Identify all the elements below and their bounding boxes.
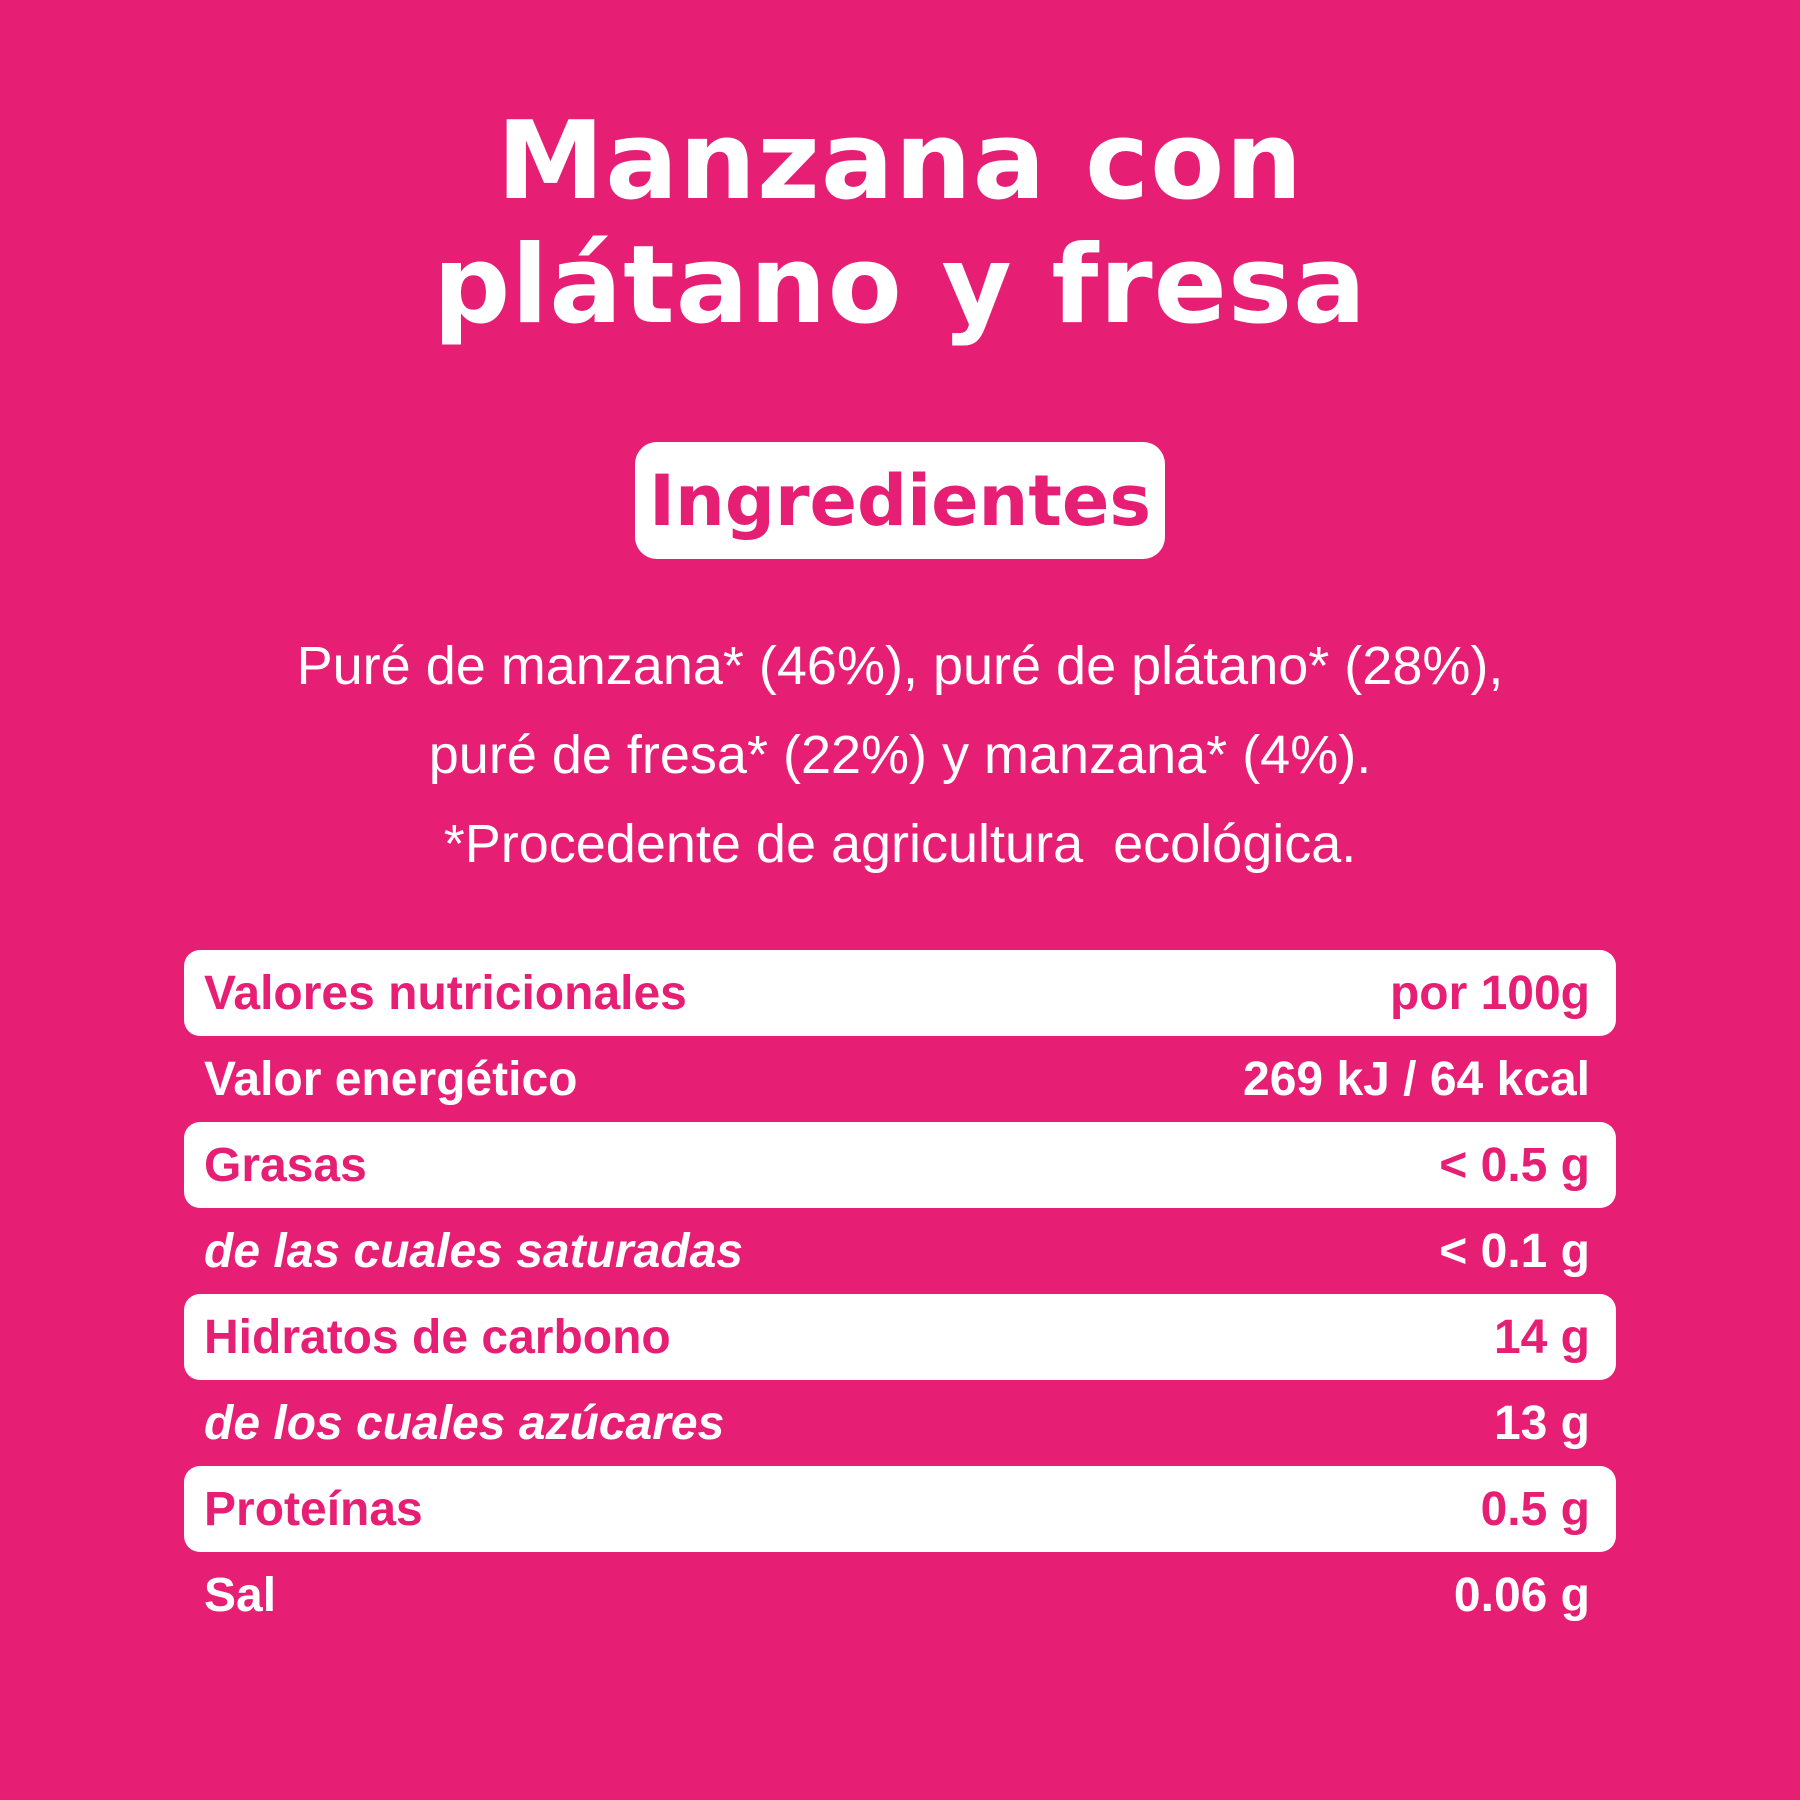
row-value: < 0.5 g [1439,1138,1590,1192]
row-label: Proteínas [204,1482,423,1536]
ingredients-text: Puré de manzana* (46%), puré de plátano*… [0,622,1800,889]
row-value: 0.06 g [1453,1568,1590,1622]
row-label: de las cuales saturadas [204,1224,743,1278]
row-value: 0.5 g [1480,1482,1590,1536]
nutrition-table: Valores nutricionales por 100g Valor ener… [184,950,1616,1638]
nutrition-row-saturated: de las cuales saturadas < 0.1 g [184,1208,1616,1294]
nutrition-row-salt: Sal 0.06 g [184,1552,1616,1638]
row-value: 269 kJ / 64 kcal [1243,1052,1590,1106]
ingredients-line-3: *Procedente de agricultura ecológica. [443,814,1357,874]
row-label: Valor energético [204,1052,578,1106]
nutrition-row-fat: Grasas < 0.5 g [184,1122,1616,1208]
ingredients-line-1: Puré de manzana* (46%), puré de plátano*… [296,636,1504,696]
row-label: Grasas [204,1138,367,1192]
title-line-2: plátano y fresa [432,223,1368,348]
ingredients-line-2: puré de fresa* (22%) y manzana* (4%). [428,725,1372,785]
nutrition-header-row: Valores nutricionales por 100g [184,950,1616,1036]
row-label: de los cuales azúcares [204,1396,725,1450]
nutrition-row-energy: Valor energético 269 kJ / 64 kcal [184,1036,1616,1122]
row-label: Sal [204,1568,277,1622]
row-value: 13 g [1493,1396,1590,1450]
row-label: Valores nutricionales [204,966,687,1020]
nutrition-row-carbs: Hidratos de carbono 14 g [184,1294,1616,1380]
ingredients-heading: Ingredientes [635,442,1165,559]
row-label: Hidratos de carbono [204,1310,671,1364]
row-value: < 0.1 g [1439,1224,1590,1278]
title-line-1: Manzana con [496,99,1304,224]
product-title: Manzana con plátano y fresa [0,100,1800,348]
row-value: 14 g [1493,1310,1590,1364]
nutrition-row-protein: Proteínas 0.5 g [184,1466,1616,1552]
nutrition-row-sugars: de los cuales azúcares 13 g [184,1380,1616,1466]
row-value: por 100g [1389,966,1590,1020]
